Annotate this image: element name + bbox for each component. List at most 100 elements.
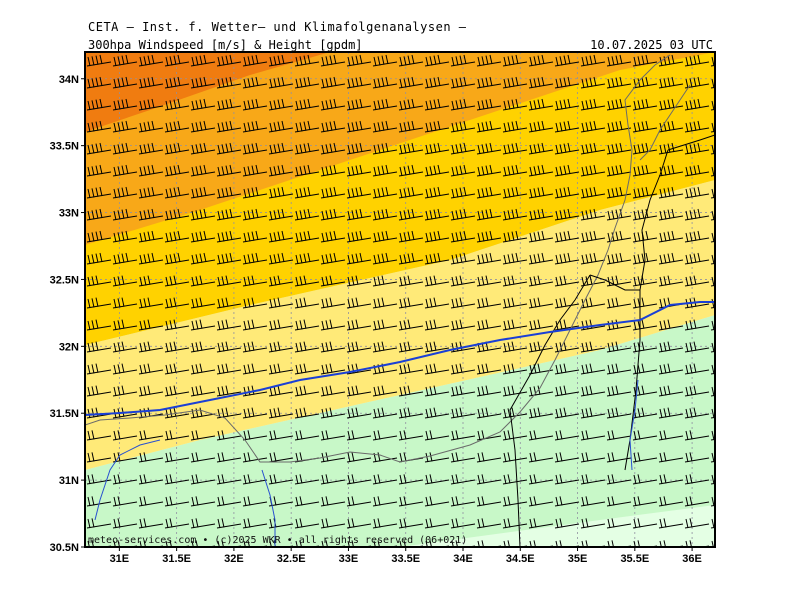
wind-barb	[398, 230, 424, 243]
wind-barb	[580, 164, 606, 177]
wind-barb	[476, 252, 502, 265]
wind-barb	[112, 186, 138, 199]
wind-barb	[632, 452, 658, 463]
wind-barb	[502, 496, 528, 507]
wind-barb	[658, 142, 684, 155]
wind-barb	[658, 208, 684, 221]
wind-barb	[112, 385, 138, 397]
wind-barb	[320, 297, 346, 309]
wind-barb	[216, 164, 242, 177]
wind-barb	[268, 407, 294, 419]
wind-barb	[450, 186, 476, 199]
wind-barb	[138, 164, 164, 177]
wind-barb	[164, 54, 190, 67]
wind-barb	[216, 186, 242, 199]
wind-barb	[580, 518, 606, 529]
wind-barb	[346, 518, 372, 529]
wind-barb	[476, 319, 502, 331]
wind-barb	[450, 319, 476, 331]
wind-barb	[190, 186, 216, 199]
wind-barb	[242, 518, 268, 529]
wind-barb	[242, 430, 268, 441]
wind-barb	[684, 120, 710, 133]
wind-barb	[294, 98, 320, 111]
wind-barb	[268, 341, 294, 353]
wind-barb	[346, 341, 372, 353]
wind-barb	[346, 297, 372, 309]
wind-barb	[684, 363, 710, 375]
lat-label: 30.5N	[50, 542, 79, 554]
wind-barb	[164, 407, 190, 419]
wind-barb	[606, 142, 632, 155]
wind-barb	[112, 76, 138, 89]
latitude-axis: 34N 33.5N 33N 32.5N 32N 31.5N 31N 30.5N	[50, 74, 85, 554]
wind-barb	[242, 297, 268, 309]
wind-barb	[580, 186, 606, 199]
wind-barb	[268, 252, 294, 265]
wind-barb	[112, 430, 138, 441]
wind-barb	[164, 363, 190, 375]
lon-label: 31E	[110, 553, 130, 565]
wind-barb	[268, 54, 294, 67]
wind-barb	[138, 474, 164, 485]
wind-barb	[242, 452, 268, 463]
wind-barb	[190, 363, 216, 375]
wind-barb	[450, 452, 476, 463]
wind-barb	[268, 208, 294, 221]
wind-barb	[112, 98, 138, 111]
wind-barb	[242, 186, 268, 199]
wind-barb	[554, 385, 580, 397]
wind-barb	[554, 186, 580, 199]
wind-barb	[372, 518, 398, 529]
wind-barb	[86, 385, 112, 397]
wind-barb	[112, 230, 138, 243]
wind-barb	[320, 98, 346, 111]
wind-barb	[528, 341, 554, 353]
wind-barb	[658, 186, 684, 199]
wind-barb	[346, 98, 372, 111]
wind-barb	[86, 407, 112, 419]
wind-barb	[294, 54, 320, 67]
wind-barb	[502, 407, 528, 419]
wind-barb	[554, 430, 580, 441]
wind-barb	[528, 98, 554, 111]
wind-barb	[190, 164, 216, 177]
wind-barb	[112, 142, 138, 155]
wind-barb	[424, 363, 450, 375]
wind-barb	[502, 186, 528, 199]
wind-barb	[372, 430, 398, 441]
wind-barb	[268, 363, 294, 375]
wind-barb	[242, 275, 268, 287]
wind-barb	[528, 518, 554, 529]
wind-barb	[164, 430, 190, 441]
wind-barb	[580, 230, 606, 243]
wind-barb	[398, 98, 424, 111]
wind-barb	[372, 496, 398, 507]
lat-label: 33N	[59, 208, 79, 220]
wind-barb	[658, 319, 684, 331]
wind-barb	[502, 385, 528, 397]
wind-barb	[112, 120, 138, 133]
wind-barb	[632, 142, 658, 155]
wind-barb	[346, 275, 372, 287]
wind-barb	[398, 430, 424, 441]
wind-barb	[528, 275, 554, 287]
wind-barb	[658, 430, 684, 441]
wind-barb	[606, 164, 632, 177]
wind-barb	[554, 252, 580, 265]
wind-barb	[476, 164, 502, 177]
wind-barb	[190, 252, 216, 265]
wind-barb	[86, 319, 112, 331]
wind-barb	[164, 474, 190, 485]
wind-barb	[190, 496, 216, 507]
wind-barb	[450, 297, 476, 309]
wind-barb	[268, 230, 294, 243]
wind-barb	[580, 54, 606, 67]
wind-barb	[606, 518, 632, 529]
wind-barb	[528, 297, 554, 309]
wind-barb	[424, 275, 450, 287]
wind-barb	[138, 275, 164, 287]
wind-barb	[190, 120, 216, 133]
wind-barb	[450, 208, 476, 221]
wind-barb	[424, 54, 450, 67]
